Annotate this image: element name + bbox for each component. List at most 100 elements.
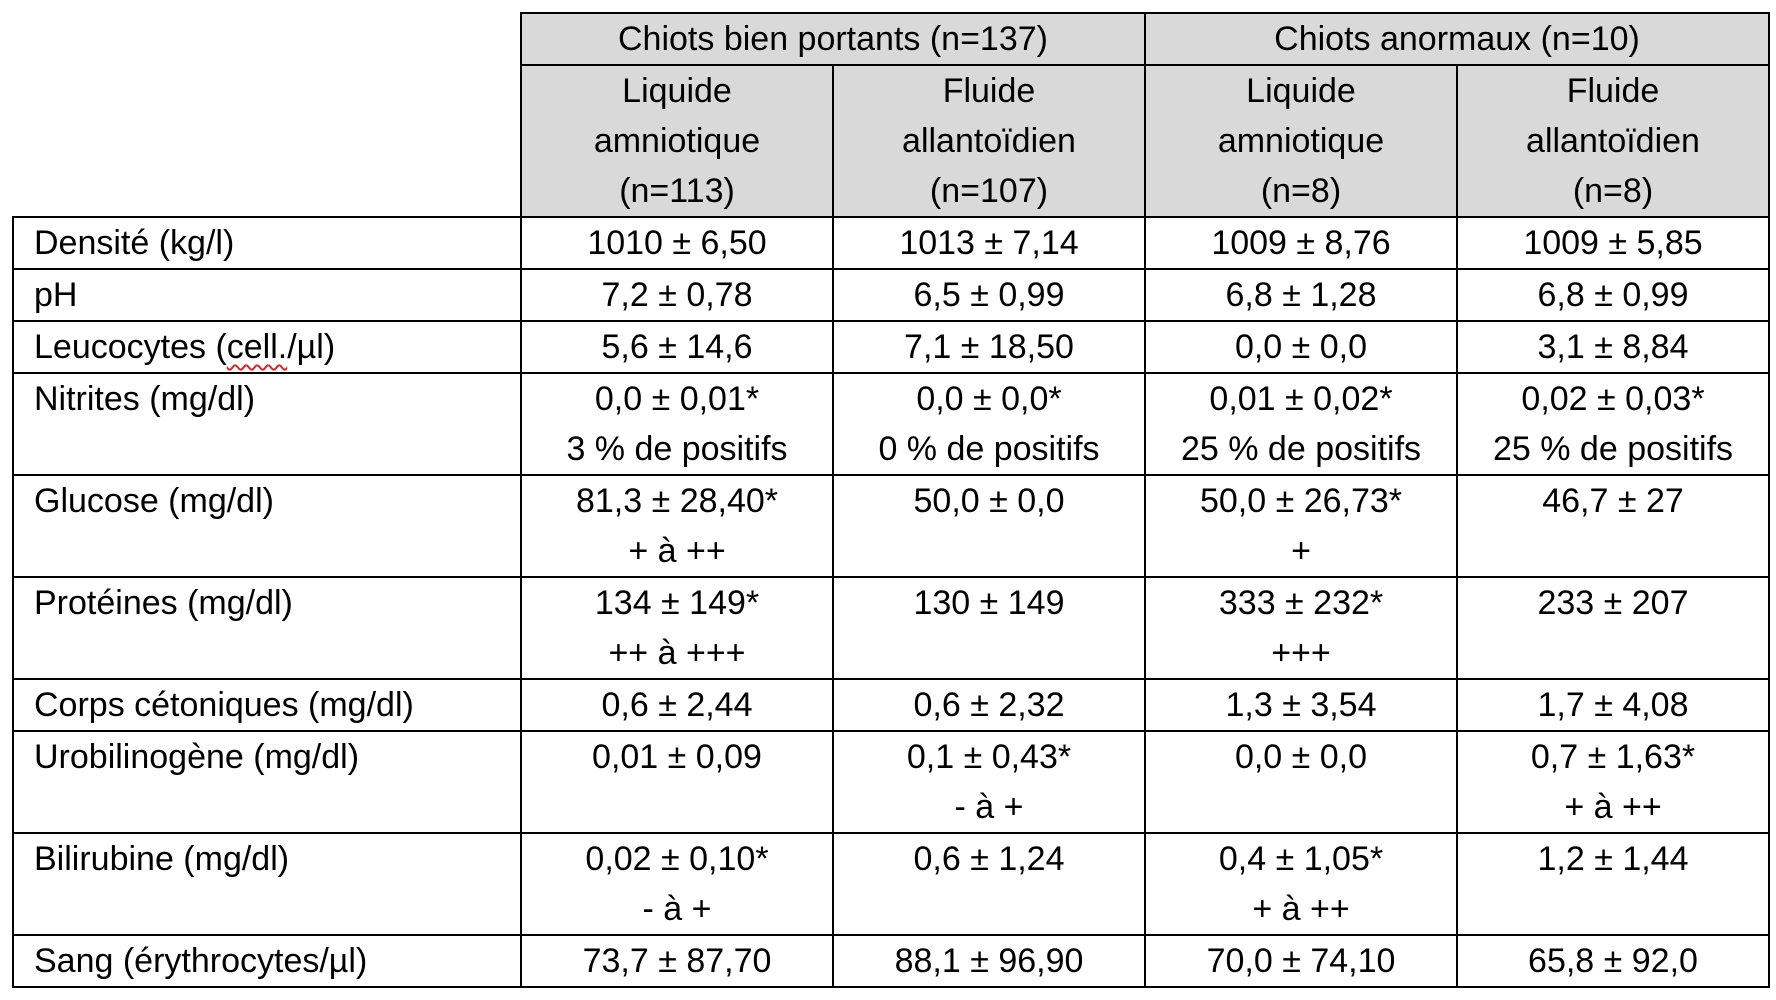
subheader-line: Liquide	[622, 72, 732, 110]
cell-note: - à +	[954, 788, 1024, 826]
value-cell: 1,2 ± 1,44	[1456, 832, 1770, 936]
value-cell: 333 ± 232* +++	[1144, 576, 1458, 680]
cell-value: 88,1 ± 96,90	[894, 942, 1084, 980]
cell-value: 1013 ± 7,14	[899, 224, 1079, 262]
subheader-abnormal-amniotic: Liquide amniotique (n=8)	[1144, 64, 1458, 218]
value-cell: 0,6 ± 1,24	[832, 832, 1146, 936]
subheader-line: (n=113)	[619, 172, 735, 210]
cell-value: 0,02 ± 0,10*	[585, 840, 769, 878]
cell-value: 7,1 ± 18,50	[904, 328, 1074, 366]
cell-value: 1,2 ± 1,44	[1537, 840, 1689, 878]
cell-value: 50,0 ± 0,0	[913, 482, 1065, 520]
value-cell: 81,3 ± 28,40* + à ++	[520, 474, 834, 578]
cell-value: 0,01 ± 0,02*	[1209, 380, 1393, 418]
value-cell: 233 ± 207	[1456, 576, 1770, 680]
subheader-line: (n=107)	[929, 172, 1049, 210]
value-cell: 134 ± 149* ++ à +++	[520, 576, 834, 680]
row-densite: Densité (kg/l) 1010 ± 6,50 1013 ± 7,14 1…	[12, 216, 1770, 270]
value-cell: 0,02 ± 0,03* 25 % de positifs	[1456, 372, 1770, 476]
value-cell: 5,6 ± 14,6	[520, 320, 834, 374]
row-proteines: Protéines (mg/dl) 134 ± 149* ++ à +++ 130…	[12, 576, 1770, 680]
cell-value: 1,3 ± 3,54	[1225, 686, 1377, 724]
cell-note: + à ++	[1564, 788, 1662, 826]
cell-value: 3,1 ± 8,84	[1537, 328, 1689, 366]
value-cell: 0,01 ± 0,09	[520, 730, 834, 834]
row-ph: pH 7,2 ± 0,78 6,5 ± 0,99 6,8 ± 1,28 6,8 …	[12, 268, 1770, 322]
cell-note: - à +	[642, 890, 712, 928]
value-cell: 7,1 ± 18,50	[832, 320, 1146, 374]
value-cell: 50,0 ± 0,0	[832, 474, 1146, 578]
cell-value: 0,0 ± 0,0	[1234, 328, 1368, 366]
cell-value: 50,0 ± 26,73*	[1199, 482, 1403, 520]
row-label: Glucose (mg/dl)	[12, 474, 522, 578]
cell-value: 1009 ± 8,76	[1211, 224, 1391, 262]
value-cell: 7,2 ± 0,78	[520, 268, 834, 322]
subheader-healthy-allantoic: Fluide allantoïdien (n=107)	[832, 64, 1146, 218]
cell-note: + à ++	[1252, 890, 1350, 928]
cell-note: ++ à +++	[608, 634, 746, 672]
row-urobilinogene: Urobilinogène (mg/dl) 0,01 ± 0,09 0,1 ± …	[12, 730, 1770, 834]
row-bilirubine: Bilirubine (mg/dl) 0,02 ± 0,10* - à + 0,6…	[12, 832, 1770, 936]
value-cell: 130 ± 149	[832, 576, 1146, 680]
value-cell: 70,0 ± 74,10	[1144, 934, 1458, 988]
sub-header-row: Liquide amniotique (n=113) Fluide allant…	[13, 64, 1770, 218]
cell-value: 0,4 ± 1,05*	[1218, 840, 1384, 878]
value-cell: 88,1 ± 96,90	[832, 934, 1146, 988]
subheader-line: (n=8)	[1260, 172, 1342, 210]
cell-value: 1009 ± 5,85	[1523, 224, 1703, 262]
cell-value: 81,3 ± 28,40*	[575, 482, 779, 520]
cell-value: 0,0 ± 0,0*	[916, 380, 1062, 418]
subheader-line: allantoïdien	[902, 122, 1076, 160]
cell-value: 333 ± 232*	[1218, 584, 1384, 622]
subheader-line: Fluide	[1566, 72, 1660, 110]
row-corps-cetoniques: Corps cétoniques (mg/dl) 0,6 ± 2,44 0,6 …	[12, 678, 1770, 732]
group-header-row: Chiots bien portants (n=137) Chiots anor…	[13, 12, 1770, 218]
value-cell: 46,7 ± 27	[1456, 474, 1770, 578]
value-cell: 0,0 ± 0,0* 0 % de positifs	[832, 372, 1146, 476]
value-cell: 1009 ± 8,76	[1144, 216, 1458, 270]
value-cell: 3,1 ± 8,84	[1456, 320, 1770, 374]
cell-value: 73,7 ± 87,70	[582, 942, 772, 980]
cell-value: 6,5 ± 0,99	[913, 276, 1065, 314]
row-label-part: Leucocytes (	[34, 328, 227, 366]
row-label: Protéines (mg/dl)	[12, 576, 522, 680]
row-nitrites: Nitrites (mg/dl) 0,0 ± 0,01* 3 % de posit…	[12, 372, 1770, 476]
cell-note: + à ++	[628, 532, 726, 570]
cell-note: +++	[1271, 634, 1331, 672]
cell-value: 0,7 ± 1,63*	[1530, 738, 1696, 776]
group-header-abnormal: Chiots anormaux (n=10)	[1144, 12, 1770, 66]
value-cell: 6,5 ± 0,99	[832, 268, 1146, 322]
value-cell: 1010 ± 6,50	[520, 216, 834, 270]
value-cell: 6,8 ± 1,28	[1144, 268, 1458, 322]
row-label: pH	[12, 268, 522, 322]
cell-value: 70,0 ± 74,10	[1206, 942, 1396, 980]
row-label: Nitrites (mg/dl)	[12, 372, 522, 476]
cell-value: 0,1 ± 0,43*	[906, 738, 1072, 776]
value-cell: 6,8 ± 0,99	[1456, 268, 1770, 322]
cell-note: 25 % de positifs	[1180, 430, 1422, 468]
row-glucose: Glucose (mg/dl) 81,3 ± 28,40* + à ++ 50,0…	[12, 474, 1770, 578]
value-cell: 0,6 ± 2,32	[832, 678, 1146, 732]
value-cell: 1013 ± 7,14	[832, 216, 1146, 270]
value-cell: 0,1 ± 0,43* - à +	[832, 730, 1146, 834]
value-cell: 65,8 ± 92,0	[1456, 934, 1770, 988]
cell-value: 233 ± 207	[1537, 584, 1689, 622]
row-label-part: /µl)	[287, 328, 336, 366]
value-cell: 0,0 ± 0,0	[1144, 320, 1458, 374]
row-label: Urobilinogène (mg/dl)	[12, 730, 522, 834]
subheader-line: amniotique	[1217, 122, 1385, 160]
subheader-line: Liquide	[1246, 72, 1356, 110]
row-label: Bilirubine (mg/dl)	[12, 832, 522, 936]
subheader-line: Fluide	[942, 72, 1036, 110]
cell-value: 0,0 ± 0,01*	[594, 380, 760, 418]
cell-value: 0,0 ± 0,0	[1234, 738, 1368, 776]
subheader-line: amniotique	[593, 122, 761, 160]
subheader-line: allantoïdien	[1526, 122, 1700, 160]
value-cell: 1,7 ± 4,08	[1456, 678, 1770, 732]
cell-value: 6,8 ± 0,99	[1537, 276, 1689, 314]
value-cell: 50,0 ± 26,73* +	[1144, 474, 1458, 578]
value-cell: 1009 ± 5,85	[1456, 216, 1770, 270]
corner-cell	[13, 13, 521, 218]
subheader-healthy-amniotic: Liquide amniotique (n=113)	[520, 64, 834, 218]
row-sang: Sang (érythrocytes/µl) 73,7 ± 87,70 88,1…	[12, 934, 1770, 988]
